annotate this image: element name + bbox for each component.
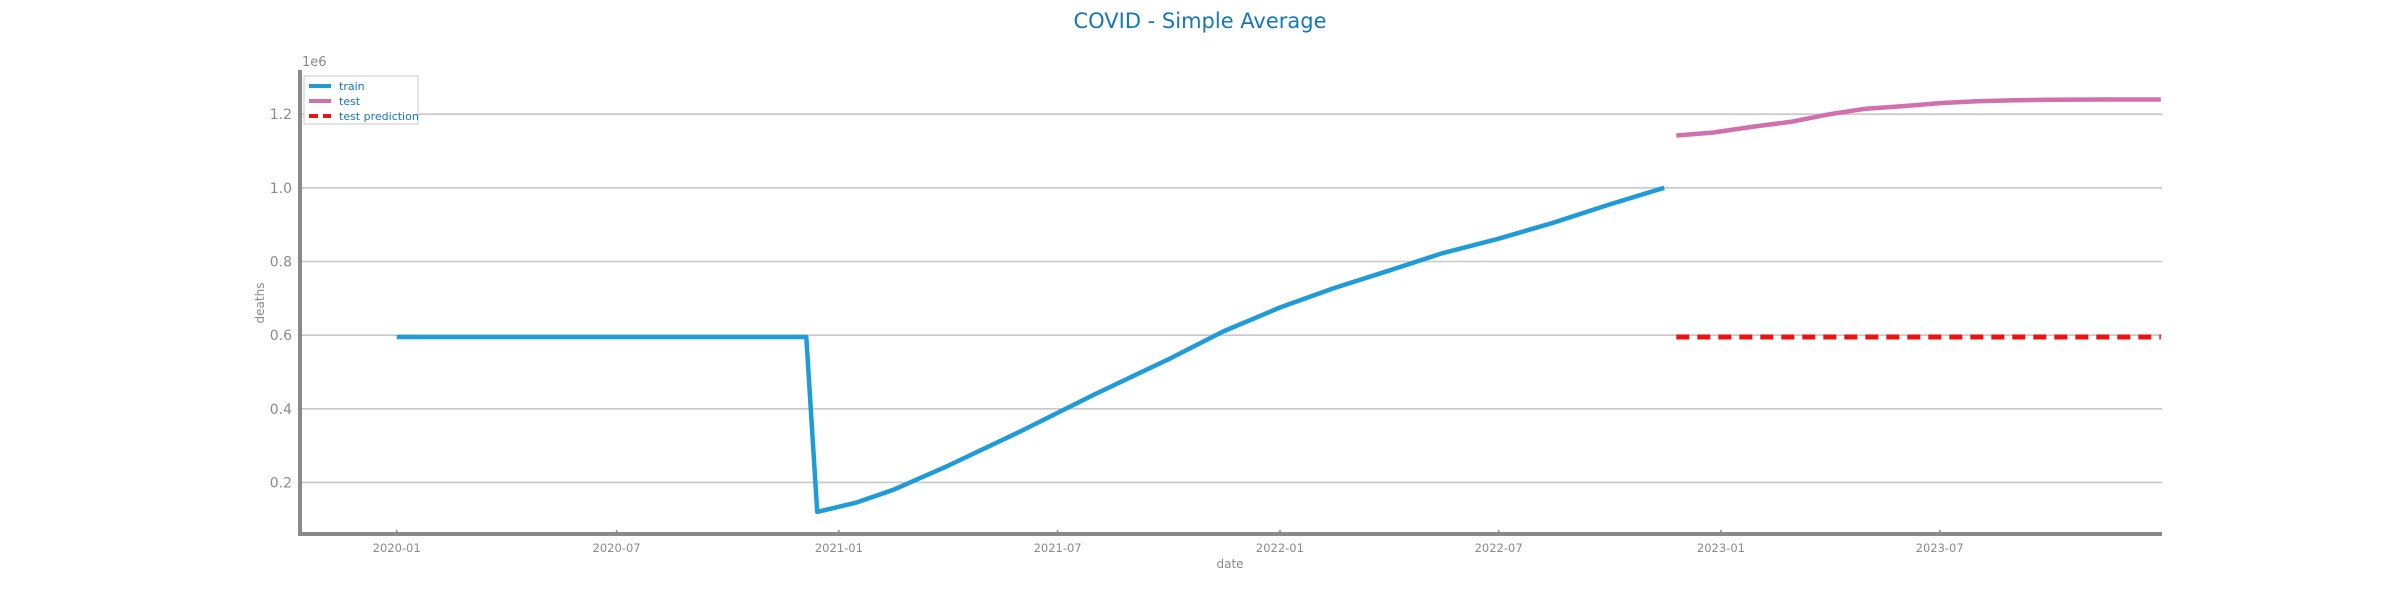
series-line-train bbox=[396, 185, 1665, 515]
y-tick-label: 1.0 bbox=[270, 181, 292, 197]
x-tick-label: 2023-07 bbox=[1916, 541, 1964, 555]
x-tick-label: 2022-01 bbox=[1256, 541, 1304, 555]
y-tick-label: 0.2 bbox=[270, 475, 292, 491]
legend-entries: train test test prediction bbox=[309, 80, 419, 123]
y-tick-label: 0.6 bbox=[270, 328, 292, 344]
ticks-layer: 0.2 0.4 0.6 0.8 1.0 1.2 2020-01 2020-07 2021-01 2… bbox=[270, 107, 1964, 555]
x-tick-label: 2020-01 bbox=[373, 541, 421, 555]
y-tick-label: 0.4 bbox=[270, 402, 292, 418]
legend: train test test prediction bbox=[303, 75, 419, 125]
x-tick-label: 2022-07 bbox=[1475, 541, 1523, 555]
legend-label: train bbox=[339, 80, 365, 93]
grid-layer bbox=[300, 113, 2162, 484]
series-layer bbox=[396, 97, 2161, 515]
y-tick-label: 1.2 bbox=[270, 107, 292, 123]
x-tick-label: 2021-07 bbox=[1034, 541, 1082, 555]
series-line-test bbox=[1676, 97, 2161, 138]
y-tick-label: 0.8 bbox=[270, 254, 292, 270]
y-axis-label: deaths bbox=[253, 283, 267, 324]
x-tick-label: 2023-01 bbox=[1697, 541, 1745, 555]
legend-label: test bbox=[339, 95, 361, 108]
y-offset-label: 1e6 bbox=[302, 55, 327, 70]
legend-label: test prediction bbox=[339, 110, 419, 123]
chart-title: COVID - Simple Average bbox=[1073, 9, 1326, 33]
x-tick-label: 2021-01 bbox=[815, 541, 863, 555]
x-tick-label: 2020-07 bbox=[593, 541, 641, 555]
axes-layer bbox=[298, 70, 2162, 536]
x-axis-label: date bbox=[1216, 557, 1243, 571]
